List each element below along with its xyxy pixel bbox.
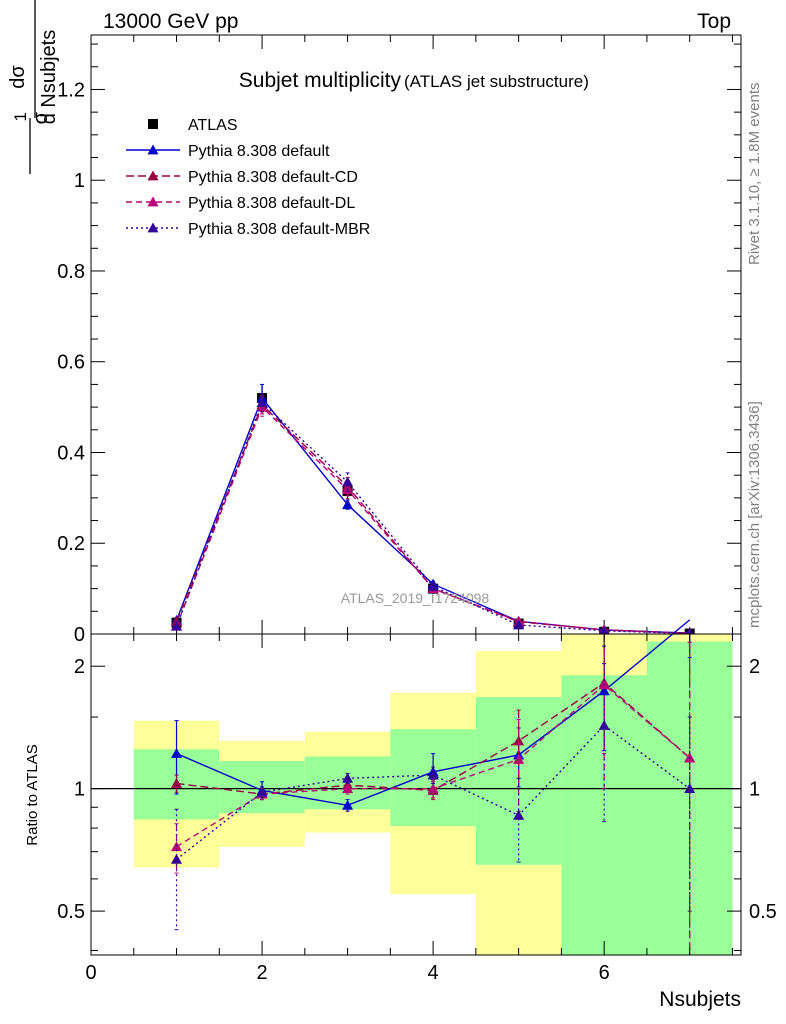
ratio-series-default-marker <box>171 748 183 758</box>
ratio-ytick-label-left: 1 <box>74 779 85 801</box>
main-ytick-label: 0.4 <box>57 442 85 464</box>
y-axis-label-dnsubjets: d Nsubjets <box>38 30 60 125</box>
ratio-ytick-label-right: 1 <box>749 779 760 801</box>
side-label-rivet: Rivet 3.1.10, ≥ 1.8M events <box>746 83 763 266</box>
main-plot-area: 0.2 0.4 0.6 0.8 1 1.2 0 <box>57 34 742 646</box>
x-tick-label: 4 <box>428 962 439 984</box>
ratio-frame <box>90 633 742 956</box>
side-label-mcplots: mcplots.cern.ch [arXiv:1306.3436] <box>746 401 763 628</box>
y-axis-label: 1 σ dσ d Nsubjets <box>7 0 60 174</box>
legend: ATLAS Pythia 8.308 default Pythia 8.308 de… <box>126 117 370 238</box>
ratio-panel: 0.5 0.5 1 1 2 2 0 2 4 6 Ratio to ATLAS <box>24 619 777 984</box>
x-tick-label: 2 <box>256 962 267 984</box>
legend-label-default: Pythia 8.308 default <box>188 143 330 160</box>
ratio-series-default-marker <box>342 799 354 810</box>
main-ytick-label: 1 <box>74 170 85 192</box>
ratio-series-default-mbr-marker <box>342 772 354 783</box>
ratio-ytick-label-right: 0.5 <box>749 901 777 923</box>
legend-marker-default <box>147 144 159 155</box>
main-ytick-label: 0.2 <box>57 533 85 555</box>
watermark: ATLAS_2019_I1724098 <box>341 590 490 606</box>
ratio-series-default-mbr-marker <box>256 786 268 797</box>
main-ytick-label-zero: 0 <box>74 624 85 646</box>
ratio-series-default-cd-marker <box>171 777 183 788</box>
legend-marker-default-cd <box>147 170 159 181</box>
main-series-default-mbr-marker <box>256 397 268 407</box>
y-axis-label-dsigma: dσ <box>7 65 29 89</box>
main-panel: 0.2 0.4 0.6 0.8 1 1.2 0 Subjet multiplicity (A… <box>7 0 742 646</box>
x-axis-label: Nsubjets <box>659 988 741 1011</box>
ratio-ytick-label-right: 2 <box>749 656 760 678</box>
ratio-ytick-label-left: 0.5 <box>57 901 85 923</box>
legend-label-default-mbr: Pythia 8.308 default-MBR <box>188 221 370 238</box>
ratio-ytick-label-left: 2 <box>74 656 85 678</box>
y-axis-label-one: 1 <box>11 112 30 121</box>
ratio-plot-area: 0.5 0.5 1 1 2 2 0 2 4 6 <box>57 619 777 984</box>
legend-marker-default-mbr <box>147 222 159 233</box>
legend-label-default-dl: Pythia 8.308 default-DL <box>188 195 355 212</box>
main-title: Subjet multiplicity <box>239 69 402 92</box>
main-series-default-mbr-marker <box>171 620 183 631</box>
main-series-default-mbr-marker <box>598 625 610 636</box>
ratio-series-default-mbr-marker <box>598 719 610 730</box>
legend-label-default-cd: Pythia 8.308 default-CD <box>188 169 358 186</box>
legend-atlas-marker <box>148 119 158 129</box>
ratio-series-default-dl-marker <box>342 783 354 794</box>
x-tick-label: 6 <box>599 962 610 984</box>
ratio-series-default-dl-marker <box>427 783 439 794</box>
x-tick-label: 0 <box>85 962 96 984</box>
main-subtitle: (ATLAS jet substructure) <box>404 72 589 91</box>
header-right: Top <box>697 10 731 33</box>
ratio-series-default-mbr-marker <box>171 853 183 864</box>
ratio-series-default-dl-marker <box>513 753 525 764</box>
ratio-series-default-mbr-marker <box>684 783 696 794</box>
main-ytick-label: 0.6 <box>57 352 85 374</box>
ratio-series-default-mbr-marker <box>513 809 525 820</box>
main-ytick-label: 1.2 <box>57 79 85 101</box>
ratio-y-label: Ratio to ATLAS <box>24 744 41 845</box>
legend-marker-default-dl <box>147 196 159 207</box>
main-series-default-mbr-marker <box>513 619 525 630</box>
header-left: 13000 GeV pp <box>103 10 238 33</box>
main-series-default-mbr-marker <box>342 476 354 487</box>
ratio-series-default-mbr-marker <box>427 769 439 780</box>
legend-atlas-label: ATLAS <box>188 117 238 134</box>
main-ytick-label: 0.8 <box>57 261 85 283</box>
main-series-default-mbr-marker <box>427 580 439 591</box>
main-series-default-marker <box>342 499 354 510</box>
